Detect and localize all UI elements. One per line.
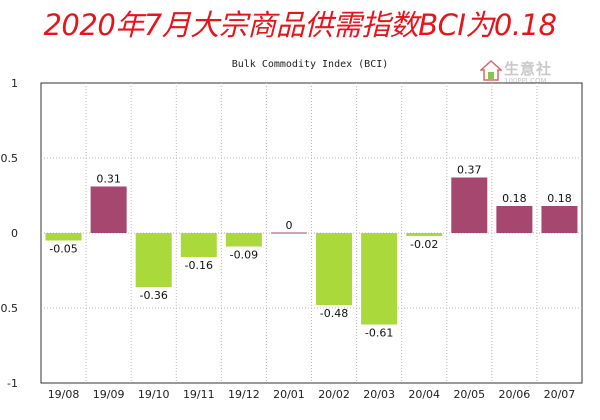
bar bbox=[135, 233, 172, 287]
bar bbox=[225, 233, 262, 247]
bar bbox=[406, 233, 443, 236]
headline: 2020年7月大宗商品供需指数BCI为0.18 bbox=[43, 8, 557, 42]
x-tick-label: 20/04 bbox=[408, 388, 440, 401]
x-tick-label: 19/11 bbox=[183, 388, 215, 401]
y-tick-label: -0.5 bbox=[0, 302, 18, 315]
bar-value-label: -0.48 bbox=[320, 307, 348, 320]
watermark-name: 生意社 bbox=[504, 60, 553, 78]
bar bbox=[270, 232, 307, 234]
bar bbox=[451, 177, 488, 233]
bar bbox=[90, 186, 127, 233]
x-tick-label: 20/03 bbox=[363, 388, 395, 401]
bar-value-label: -0.16 bbox=[185, 259, 213, 272]
bar-value-label: -0.36 bbox=[139, 289, 167, 302]
bar bbox=[180, 233, 217, 257]
bar-value-label: -0.61 bbox=[365, 327, 393, 340]
x-tick-label: 19/12 bbox=[228, 388, 260, 401]
bar-value-label: -0.09 bbox=[230, 249, 258, 262]
y-tick-label: 1 bbox=[11, 77, 18, 90]
bar-value-label: 0.31 bbox=[96, 173, 121, 186]
x-tick-label: 20/02 bbox=[318, 388, 350, 401]
bar bbox=[45, 233, 82, 241]
x-tick-label: 20/06 bbox=[499, 388, 531, 401]
house-logo-icon bbox=[480, 60, 502, 81]
watermark-url: 100PPI.COM bbox=[504, 77, 547, 85]
x-tick-label: 20/05 bbox=[453, 388, 485, 401]
chart-title: Bulk Commodity Index (BCI) bbox=[231, 59, 389, 70]
watermark-logo: 生意社 100PPI.COM bbox=[480, 56, 592, 92]
bar-value-label: -0.02 bbox=[410, 238, 438, 251]
y-tick-label: -1 bbox=[7, 377, 18, 390]
bar bbox=[316, 233, 353, 305]
x-tick-label: 20/07 bbox=[544, 388, 576, 401]
x-tick-label: 20/01 bbox=[273, 388, 305, 401]
bar-value-label: -0.05 bbox=[49, 243, 77, 256]
x-tick-label: 19/08 bbox=[48, 388, 80, 401]
bar bbox=[496, 206, 533, 233]
bar-value-label: 0 bbox=[285, 219, 292, 232]
x-tick-label: 19/09 bbox=[93, 388, 125, 401]
x-tick-label: 19/10 bbox=[138, 388, 170, 401]
bar bbox=[541, 206, 578, 233]
bar-value-label: 0.18 bbox=[547, 192, 572, 205]
bar bbox=[361, 233, 398, 325]
y-tick-label: 0.5 bbox=[1, 152, 19, 165]
bar-value-label: 0.18 bbox=[502, 192, 527, 205]
y-tick-label: 0 bbox=[11, 227, 18, 240]
bar-value-label: 0.37 bbox=[457, 164, 482, 177]
